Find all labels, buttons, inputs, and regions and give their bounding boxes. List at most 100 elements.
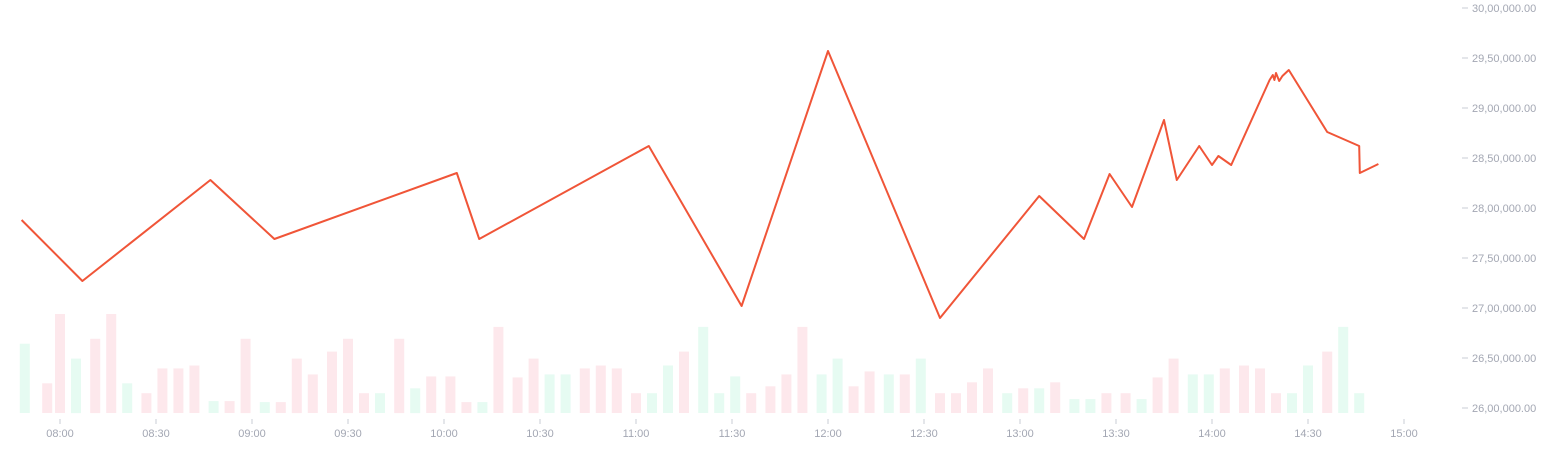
- y-tick-label: 28,00,000.00: [1472, 203, 1536, 215]
- x-tick-label: 10:00: [430, 428, 458, 440]
- volume-bar: [899, 374, 910, 413]
- volume-bar: [1322, 351, 1333, 413]
- volume-bar: [951, 393, 961, 413]
- volume-bar: [291, 358, 302, 414]
- x-tick-label: 14:30: [1294, 428, 1322, 440]
- volume-bar: [208, 401, 219, 413]
- x-tick-label: 08:30: [142, 428, 170, 440]
- volume-bar: [493, 326, 504, 413]
- volume-bar: [90, 338, 101, 414]
- volume-bar: [477, 402, 488, 413]
- volume-bar: [1002, 393, 1013, 413]
- volume-bar: [746, 393, 757, 413]
- volume-bar: [307, 374, 318, 413]
- volume-bar: [560, 374, 571, 413]
- y-tick-label: 26,50,000.00: [1472, 353, 1536, 365]
- volume-bar: [1136, 399, 1147, 413]
- volume-bar: [1101, 393, 1112, 413]
- x-tick-label: 09:30: [334, 428, 362, 440]
- volume-bars: [19, 314, 1365, 414]
- volume-bar: [1303, 365, 1313, 413]
- volume-bar: [1085, 399, 1096, 413]
- volume-bar: [157, 368, 168, 413]
- volume-bar: [173, 368, 184, 413]
- volume-bar: [106, 314, 117, 413]
- y-tick-label: 26,00,000.00: [1472, 403, 1536, 415]
- volume-bar: [848, 386, 859, 413]
- volume-bar: [394, 338, 405, 414]
- volume-bar: [1050, 382, 1061, 413]
- volume-bar: [461, 402, 472, 413]
- volume-bar: [714, 393, 725, 413]
- volume-bar: [55, 314, 65, 413]
- volume-bar: [1018, 388, 1029, 414]
- volume-bar: [122, 383, 133, 413]
- volume-bar: [1271, 393, 1281, 413]
- volume-bar: [1255, 368, 1265, 413]
- x-tick-label: 11:00: [623, 428, 650, 440]
- volume-bar: [42, 383, 53, 413]
- volume-bar: [275, 402, 286, 413]
- volume-bar: [765, 386, 776, 413]
- volume-bar: [410, 388, 421, 414]
- volume-bar: [512, 377, 523, 413]
- volume-bar: [1203, 374, 1214, 413]
- volume-bar: [967, 382, 977, 413]
- y-tick-label: 28,50,000.00: [1472, 153, 1536, 165]
- volume-bar: [1034, 388, 1045, 414]
- x-tick-label: 12:30: [910, 428, 938, 440]
- volume-bar: [832, 358, 843, 414]
- volume-bar: [327, 351, 337, 413]
- volume-bar: [259, 402, 270, 413]
- y-tick-label: 27,50,000.00: [1472, 253, 1536, 265]
- volume-bar: [375, 393, 385, 413]
- x-tick-label: 15:00: [1390, 428, 1418, 440]
- volume-bar: [611, 368, 622, 413]
- volume-bar: [141, 393, 152, 413]
- y-tick-label: 30,00,000.00: [1472, 3, 1536, 15]
- volume-bar: [983, 368, 993, 413]
- volume-bar: [426, 376, 437, 413]
- volume-bar: [240, 338, 251, 414]
- y-tick-label: 27,00,000.00: [1472, 303, 1536, 315]
- volume-bar: [730, 376, 741, 413]
- volume-bar: [189, 365, 200, 413]
- volume-bar: [528, 358, 539, 414]
- volume-bar: [781, 374, 792, 413]
- price-line: [20, 50, 1379, 319]
- volume-bar: [1219, 368, 1230, 413]
- volume-bar: [1168, 358, 1179, 414]
- volume-bar: [343, 338, 353, 414]
- volume-bar: [915, 358, 926, 414]
- x-axis: 08:00 08:30 09:00 09:30 10:00 10:30 11:00 11:30…: [46, 419, 1418, 440]
- volume-bar: [445, 376, 456, 413]
- volume-bar: [1287, 393, 1297, 413]
- volume-bar: [544, 374, 555, 413]
- volume-bar: [19, 343, 30, 413]
- volume-bar: [1239, 365, 1249, 413]
- volume-bar: [1152, 377, 1163, 413]
- volume-bar: [359, 393, 369, 413]
- volume-bar: [579, 368, 590, 413]
- volume-bar: [1069, 399, 1080, 413]
- y-tick-label: 29,00,000.00: [1472, 103, 1536, 115]
- y-axis: 30,00,000.00 29,50,000.00 29,00,000.00 28,5…: [1462, 3, 1536, 415]
- volume-bar: [595, 365, 606, 413]
- volume-bar: [663, 365, 673, 413]
- volume-bar: [631, 393, 641, 413]
- volume-bar: [883, 374, 894, 413]
- volume-bar: [224, 401, 235, 413]
- volume-bar: [698, 326, 709, 413]
- x-tick-label: 12:00: [814, 428, 842, 440]
- volume-bar: [864, 371, 875, 413]
- volume-bar: [797, 326, 808, 413]
- volume-bar: [935, 393, 945, 413]
- volume-bar: [1354, 393, 1365, 413]
- x-tick-label: 10:30: [526, 428, 554, 440]
- y-tick-label: 29,50,000.00: [1472, 53, 1536, 65]
- x-tick-label: 11:30: [719, 428, 746, 440]
- volume-bar: [647, 393, 657, 413]
- x-tick-label: 08:00: [46, 428, 74, 440]
- volume-bar: [71, 358, 81, 414]
- volume-bar: [1120, 393, 1131, 413]
